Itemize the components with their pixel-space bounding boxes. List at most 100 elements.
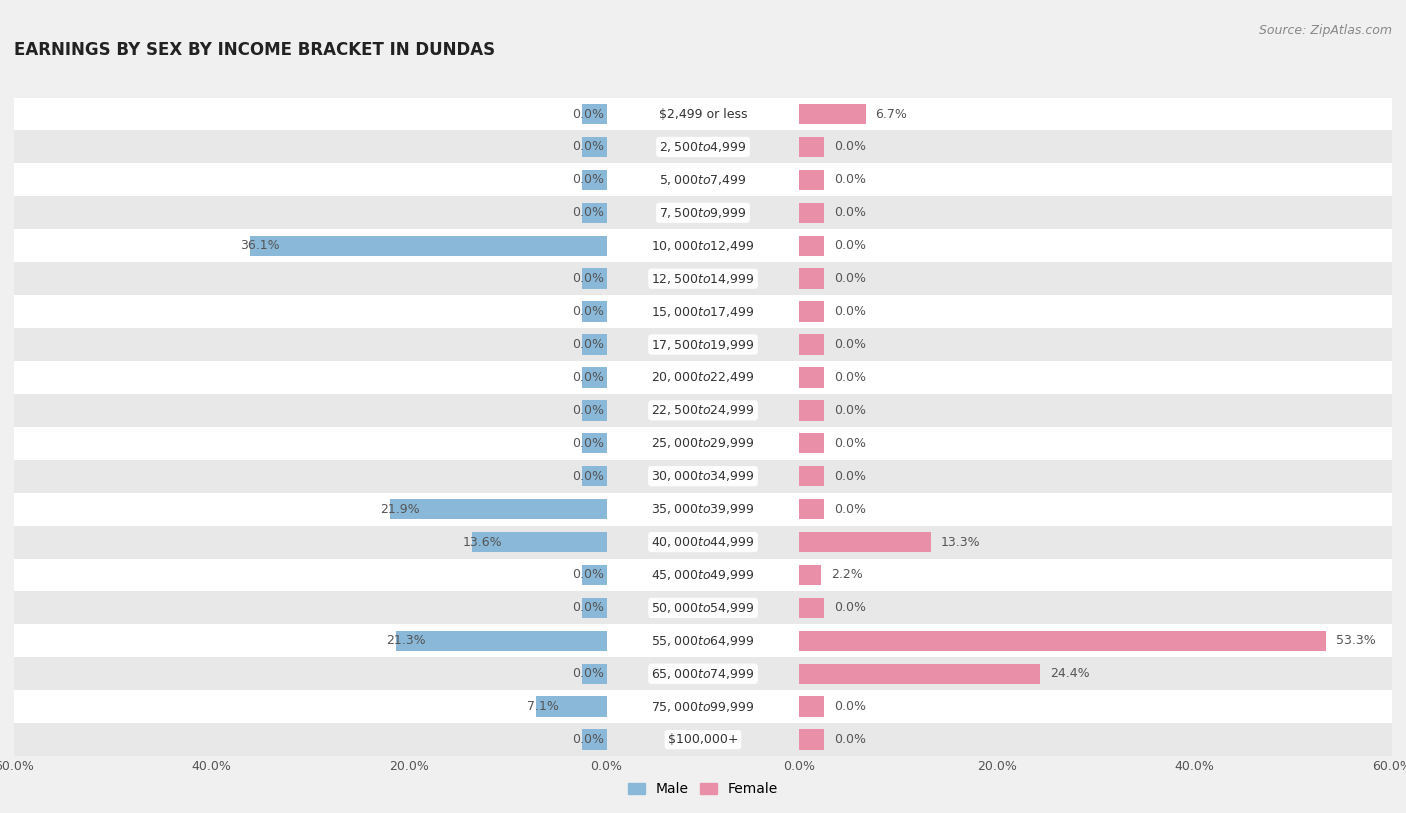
Text: $5,000 to $7,499: $5,000 to $7,499 <box>659 173 747 187</box>
Bar <box>606 328 800 361</box>
Bar <box>606 624 800 657</box>
Text: 0.0%: 0.0% <box>572 141 605 154</box>
Text: 0.0%: 0.0% <box>834 404 866 417</box>
Bar <box>800 196 1392 229</box>
Text: 0.0%: 0.0% <box>572 207 605 220</box>
Bar <box>606 130 800 163</box>
Bar <box>606 493 800 525</box>
Text: 0.0%: 0.0% <box>834 437 866 450</box>
Bar <box>800 393 1392 427</box>
Bar <box>606 262 800 295</box>
Text: 0.0%: 0.0% <box>834 173 866 186</box>
Bar <box>800 559 1392 591</box>
Text: 0.0%: 0.0% <box>834 733 866 746</box>
Text: 0.0%: 0.0% <box>834 602 866 615</box>
Text: 0.0%: 0.0% <box>834 371 866 384</box>
Legend: Male, Female: Male, Female <box>623 777 783 802</box>
Bar <box>582 663 606 684</box>
Bar <box>582 268 606 289</box>
Text: 0.0%: 0.0% <box>834 470 866 483</box>
Bar <box>582 302 606 322</box>
Text: 0.0%: 0.0% <box>572 107 605 120</box>
Bar <box>14 690 606 724</box>
Text: $2,499 or less: $2,499 or less <box>659 107 747 120</box>
Bar <box>800 624 1392 657</box>
Bar <box>14 493 606 525</box>
Bar <box>800 723 1392 756</box>
Text: 36.1%: 36.1% <box>240 239 280 252</box>
Bar <box>582 400 606 420</box>
Text: 21.9%: 21.9% <box>381 502 420 515</box>
Text: 0.0%: 0.0% <box>572 470 605 483</box>
Bar <box>582 433 606 454</box>
Bar <box>800 137 824 157</box>
Bar <box>800 170 824 190</box>
Text: $15,000 to $17,499: $15,000 to $17,499 <box>651 305 755 319</box>
Bar <box>606 98 800 130</box>
Bar <box>14 130 606 163</box>
Text: 0.0%: 0.0% <box>572 568 605 581</box>
Bar <box>800 262 1392 295</box>
Text: 0.0%: 0.0% <box>572 272 605 285</box>
Bar <box>800 729 824 750</box>
Text: 0.0%: 0.0% <box>834 272 866 285</box>
Text: 0.0%: 0.0% <box>834 700 866 713</box>
Text: 7.1%: 7.1% <box>527 700 558 713</box>
Bar <box>582 202 606 223</box>
Bar <box>800 663 1040 684</box>
Bar <box>800 591 1392 624</box>
Text: $45,000 to $49,999: $45,000 to $49,999 <box>651 568 755 582</box>
Text: 0.0%: 0.0% <box>572 305 605 318</box>
Text: $10,000 to $12,499: $10,000 to $12,499 <box>651 239 755 253</box>
Text: 0.0%: 0.0% <box>572 602 605 615</box>
Bar <box>800 690 1392 724</box>
Bar <box>391 499 606 520</box>
Text: $55,000 to $64,999: $55,000 to $64,999 <box>651 634 755 648</box>
Bar <box>14 295 606 328</box>
Bar <box>606 295 800 328</box>
Bar <box>800 598 824 618</box>
Bar <box>14 262 606 295</box>
Bar <box>14 98 606 130</box>
Bar <box>396 631 606 651</box>
Text: $50,000 to $54,999: $50,000 to $54,999 <box>651 601 755 615</box>
Text: 0.0%: 0.0% <box>834 239 866 252</box>
Text: $30,000 to $34,999: $30,000 to $34,999 <box>651 469 755 483</box>
Text: 2.2%: 2.2% <box>831 568 863 581</box>
Text: EARNINGS BY SEX BY INCOME BRACKET IN DUNDAS: EARNINGS BY SEX BY INCOME BRACKET IN DUN… <box>14 41 495 59</box>
Bar <box>582 104 606 124</box>
Bar <box>14 328 606 361</box>
Bar <box>14 723 606 756</box>
Bar <box>800 532 931 552</box>
Bar <box>800 295 1392 328</box>
Text: 0.0%: 0.0% <box>834 338 866 351</box>
Text: 0.0%: 0.0% <box>834 502 866 515</box>
Bar <box>582 367 606 388</box>
Bar <box>606 229 800 262</box>
Bar <box>800 400 824 420</box>
Text: 0.0%: 0.0% <box>834 141 866 154</box>
Text: 13.3%: 13.3% <box>941 536 980 549</box>
Bar <box>606 393 800 427</box>
Bar <box>800 104 866 124</box>
Bar <box>800 499 824 520</box>
Bar <box>14 525 606 559</box>
Bar <box>800 631 1326 651</box>
Bar <box>14 393 606 427</box>
Text: Source: ZipAtlas.com: Source: ZipAtlas.com <box>1258 24 1392 37</box>
Bar <box>800 427 1392 459</box>
Bar <box>800 525 1392 559</box>
Text: $22,500 to $24,999: $22,500 to $24,999 <box>651 403 755 417</box>
Text: 0.0%: 0.0% <box>834 207 866 220</box>
Text: 53.3%: 53.3% <box>1336 634 1375 647</box>
Bar <box>14 427 606 459</box>
Bar <box>606 657 800 690</box>
Bar <box>14 196 606 229</box>
Bar <box>800 202 824 223</box>
Bar <box>800 302 824 322</box>
Text: $25,000 to $29,999: $25,000 to $29,999 <box>651 437 755 450</box>
Text: $65,000 to $74,999: $65,000 to $74,999 <box>651 667 755 680</box>
Bar <box>582 598 606 618</box>
Bar <box>800 361 1392 393</box>
Bar <box>800 697 824 717</box>
